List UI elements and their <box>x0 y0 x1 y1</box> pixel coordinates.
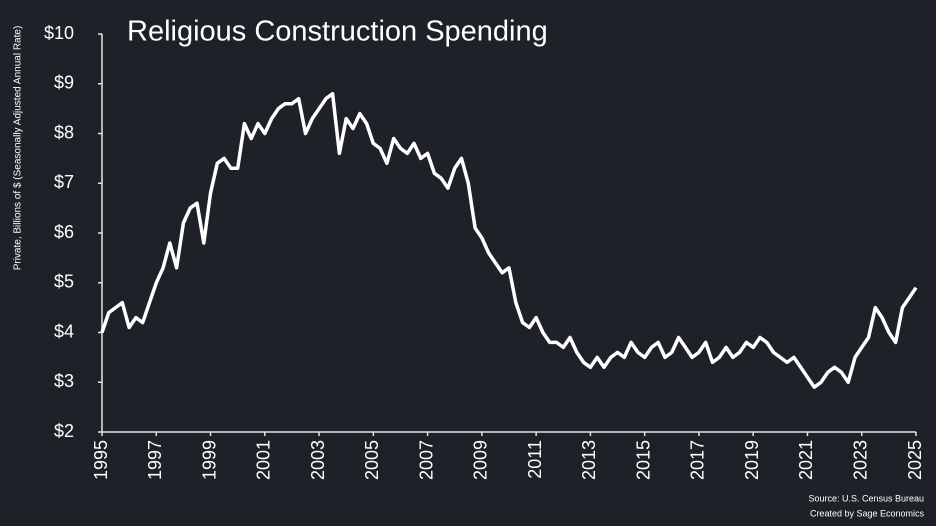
x-tick-label: 2013 <box>579 440 599 480</box>
y-tick-label: $5 <box>54 272 74 292</box>
x-tick-label: 2003 <box>308 440 328 480</box>
chart-title: Religious Construction Spending <box>127 16 548 48</box>
y-tick-label: $10 <box>44 23 74 43</box>
y-tick-label: $8 <box>54 122 74 142</box>
x-tick-label: 2011 <box>525 440 545 479</box>
x-tick-label: 2005 <box>362 440 382 480</box>
x-tick-label: 2023 <box>850 440 870 480</box>
y-tick-label: $6 <box>54 222 74 242</box>
x-tick-label: 2001 <box>254 440 274 480</box>
x-tick-label: 2021 <box>796 440 816 480</box>
y-tick-label: $7 <box>54 172 74 192</box>
x-tick-label: 2007 <box>416 440 436 480</box>
x-tick-label: 2015 <box>633 440 653 480</box>
x-tick-label: 1995 <box>91 440 111 480</box>
x-tick-label: 1999 <box>199 440 219 480</box>
y-axis-label: Private, Billions of $ (Seasonally Adjus… <box>13 26 24 271</box>
x-tick-label: 2017 <box>688 440 708 480</box>
y-tick-label: $9 <box>54 73 74 93</box>
y-tick-label: $4 <box>54 321 74 341</box>
y-tick-label: $2 <box>54 421 74 441</box>
x-tick-label: 2025 <box>905 440 925 480</box>
source: Source: U.S. Census Bureau <box>808 493 924 503</box>
data-line <box>100 91 918 389</box>
x-tick-label: 2009 <box>471 440 491 480</box>
x-tick-label: 1997 <box>145 440 165 480</box>
x-tick-label: 2019 <box>742 440 762 480</box>
y-tick-label: $3 <box>54 371 74 391</box>
credit: Created by Sage Economics <box>810 508 925 518</box>
